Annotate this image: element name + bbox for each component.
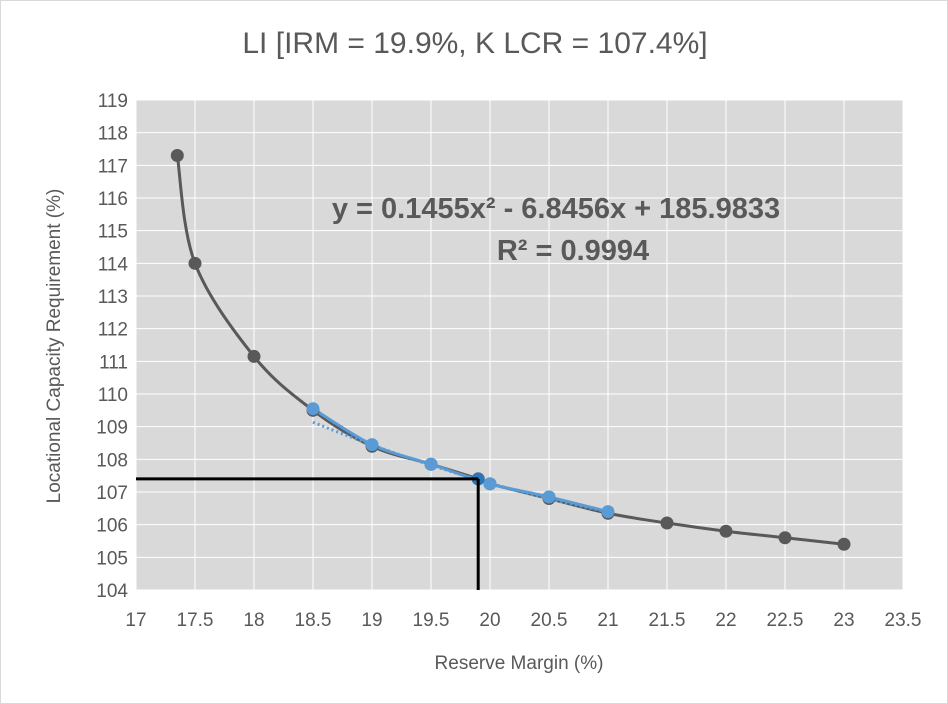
y-tick-label: 117	[98, 156, 128, 177]
series-2-point	[306, 402, 320, 416]
y-tick-label: 106	[96, 516, 128, 537]
x-tick-label: 17	[125, 610, 146, 631]
y-tick-label: 113	[98, 287, 128, 308]
reference-lines	[136, 477, 480, 590]
x-tick-label: 20	[479, 610, 500, 631]
y-tick-label: 119	[98, 91, 128, 112]
trendline-equation: y = 0.1455x² - 6.8456x + 185.9833	[332, 193, 780, 225]
series-1-point	[660, 516, 674, 530]
y-axis-title: Locational Capacity Requirement (%)	[44, 189, 65, 504]
x-tick-label: 20.5	[531, 610, 568, 631]
series-1-point	[837, 537, 851, 551]
series-2-point	[365, 438, 379, 452]
x-tick-label: 19	[361, 610, 382, 631]
x-tick-label: 22.5	[767, 610, 804, 631]
y-tick-label: 109	[96, 418, 128, 439]
series-1-point	[247, 349, 261, 363]
trendline-r-squared: R² = 0.9994	[497, 235, 649, 267]
series-2-point	[601, 505, 615, 519]
series-1-point	[778, 531, 792, 545]
x-tick-label: 18.5	[295, 610, 332, 631]
axis-ticks: 17 17.5 18 18.5 19 19.5 20 20.5 21 21.5 22 22.5 23 23…	[96, 91, 921, 631]
x-tick-label: 21	[597, 610, 618, 631]
y-tick-label: 118	[98, 124, 128, 145]
y-tick-label: 108	[96, 450, 128, 471]
y-tick-label: 107	[96, 483, 128, 504]
y-tick-label: 111	[99, 352, 128, 373]
y-tick-label: 115	[98, 222, 128, 243]
series-2-point	[424, 457, 438, 471]
x-tick-label: 23.5	[885, 610, 922, 631]
x-tick-label: 21.5	[649, 610, 686, 631]
series-2-point	[483, 477, 497, 491]
plot-area	[136, 100, 903, 590]
series-1-point	[719, 524, 733, 538]
series-1-point	[188, 256, 202, 270]
x-tick-label: 22	[715, 610, 736, 631]
x-tick-label: 17.5	[177, 610, 214, 631]
x-tick-label: 23	[833, 610, 854, 631]
y-tick-label: 116	[98, 189, 128, 210]
series-1-point	[170, 149, 184, 163]
y-tick-label: 112	[98, 320, 128, 341]
y-tick-label: 110	[98, 385, 128, 406]
y-tick-label: 114	[98, 254, 129, 275]
x-tick-label: 18	[243, 610, 264, 631]
x-tick-label: 19.5	[413, 610, 450, 631]
chart-title: LI [IRM = 19.9%, K LCR = 107.4%]	[242, 27, 707, 60]
y-tick-label: 105	[96, 548, 128, 569]
series-2-point	[542, 490, 556, 504]
y-tick-label: 104	[96, 581, 128, 602]
x-axis-title: Reserve Margin (%)	[435, 653, 604, 674]
